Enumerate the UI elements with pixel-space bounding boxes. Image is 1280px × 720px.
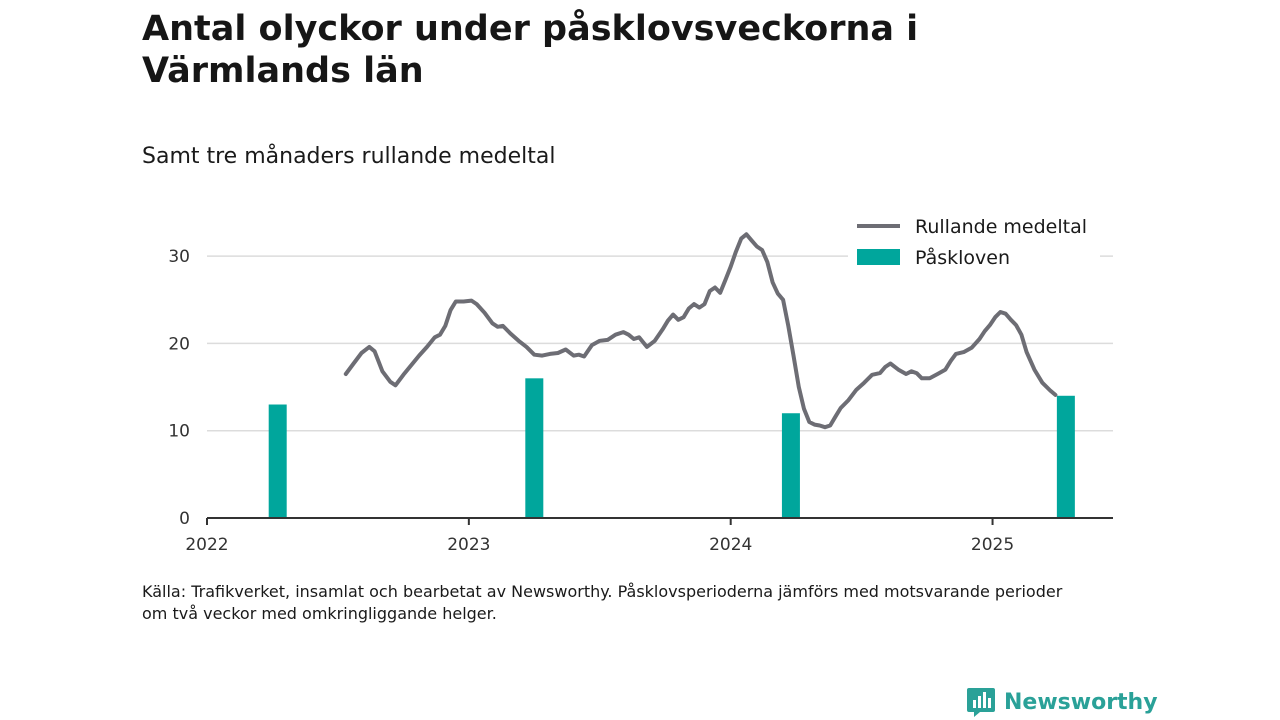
bar-paskloven-2 <box>781 413 800 518</box>
bar-paskloven-3 <box>1056 395 1075 518</box>
brand-name: Newsworthy <box>1004 689 1158 715</box>
x-tick-label: 2023 <box>447 535 490 555</box>
chart-title: Antal olyckor under påsklovsveckorna i V… <box>142 9 919 91</box>
y-tick-label: 20 <box>168 334 190 354</box>
legend-label: Rullande medeltal <box>915 216 1087 238</box>
legend-swatch-bar <box>857 249 900 265</box>
newsworthy-logo-icon <box>967 688 995 717</box>
line-rullande-medeltal <box>343 232 1058 430</box>
bar-series-paskloven <box>268 378 1075 518</box>
y-tick-label: 30 <box>168 247 190 267</box>
line-series-rullande-medeltal <box>343 232 1058 430</box>
axes: 0 10 20 30 2022 2023 2024 2025 <box>168 247 1113 555</box>
x-tick-label: 2025 <box>971 535 1014 555</box>
x-tick-label: 2022 <box>185 535 228 555</box>
y-tick-label: 0 <box>179 509 190 529</box>
legend-label: Påskloven <box>915 246 1010 269</box>
brand-logo: Newsworthy <box>966 686 1158 718</box>
legend: Rullande medeltal Påskloven <box>848 212 1100 269</box>
x-tick-label: 2024 <box>709 535 752 555</box>
source-line-1: Källa: Trafikverket, insamlat och bearbe… <box>142 582 1063 601</box>
y-tick-label: 10 <box>168 422 190 442</box>
source-line-2: om två veckor med omkringliggande helger… <box>142 604 497 623</box>
chart-subtitle: Samt tre månaders rullande medeltal <box>142 144 556 169</box>
bar-paskloven-1 <box>525 378 544 518</box>
bar-paskloven-0 <box>268 404 287 518</box>
source-note: Källa: Trafikverket, insamlat och bearbe… <box>142 581 1082 625</box>
